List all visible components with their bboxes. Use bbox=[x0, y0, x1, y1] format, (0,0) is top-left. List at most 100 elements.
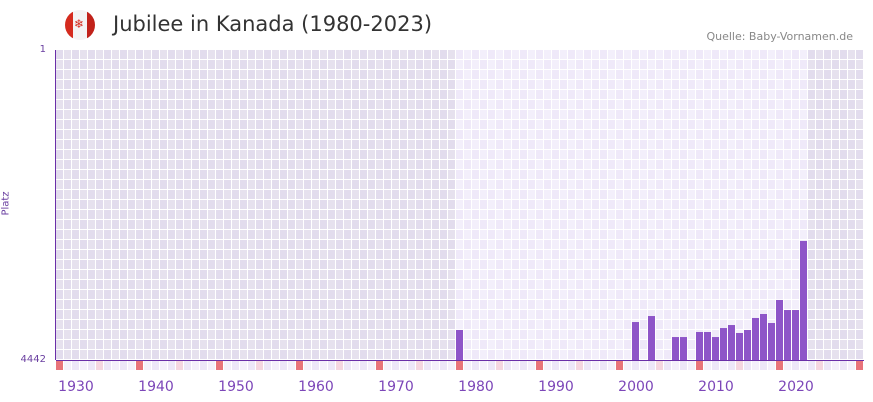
grid-cell bbox=[400, 270, 407, 279]
grid-cell bbox=[688, 130, 695, 139]
grid-cell bbox=[192, 200, 199, 209]
grid-cell bbox=[768, 100, 775, 109]
grid-cell bbox=[680, 280, 687, 289]
grid-cell bbox=[432, 110, 439, 119]
grid-cell bbox=[80, 170, 87, 179]
grid-cell bbox=[64, 220, 71, 229]
year-marker bbox=[128, 361, 135, 370]
grid-cell bbox=[432, 70, 439, 79]
grid-cell bbox=[664, 170, 671, 179]
grid-cell bbox=[376, 80, 383, 89]
grid-cell bbox=[240, 70, 247, 79]
grid-cell bbox=[776, 240, 783, 249]
grid-cell bbox=[568, 220, 575, 229]
grid-cell bbox=[536, 80, 543, 89]
grid-cell bbox=[576, 100, 583, 109]
grid-cell bbox=[520, 260, 527, 269]
grid-cell bbox=[768, 90, 775, 99]
grid-cell bbox=[552, 120, 559, 129]
grid-cell bbox=[560, 300, 567, 309]
grid-cell bbox=[416, 320, 423, 329]
grid-cell bbox=[744, 220, 751, 229]
grid-cell bbox=[352, 300, 359, 309]
grid-cell bbox=[728, 100, 735, 109]
year-marker bbox=[832, 361, 839, 370]
grid-cell bbox=[344, 340, 351, 349]
grid-cell bbox=[128, 80, 135, 89]
year-marker bbox=[280, 361, 287, 370]
grid-cell bbox=[224, 90, 231, 99]
grid-cell bbox=[440, 260, 447, 269]
grid-cell bbox=[424, 290, 431, 299]
grid-cell bbox=[448, 180, 455, 189]
grid-cell bbox=[304, 170, 311, 179]
grid-cell bbox=[272, 60, 279, 69]
grid-cell bbox=[464, 220, 471, 229]
grid-cell bbox=[856, 150, 863, 159]
grid-cell bbox=[224, 290, 231, 299]
grid-cell bbox=[616, 110, 623, 119]
grid-cell bbox=[720, 70, 727, 79]
grid-cell bbox=[680, 240, 687, 249]
grid-cell bbox=[88, 170, 95, 179]
grid-cell bbox=[360, 100, 367, 109]
grid-cell bbox=[688, 260, 695, 269]
grid-cell bbox=[760, 280, 767, 289]
grid-cell bbox=[808, 200, 815, 209]
grid-cell bbox=[680, 80, 687, 89]
grid-cell bbox=[784, 100, 791, 109]
grid-cell bbox=[720, 190, 727, 199]
grid-cell bbox=[832, 350, 839, 359]
grid-cell bbox=[640, 250, 647, 259]
grid-cell bbox=[832, 280, 839, 289]
grid-cell bbox=[824, 120, 831, 129]
grid-cell bbox=[712, 160, 719, 169]
grid-cell bbox=[808, 230, 815, 239]
grid-cell bbox=[736, 50, 743, 59]
grid-cell bbox=[776, 50, 783, 59]
grid-cell bbox=[824, 190, 831, 199]
grid-cell bbox=[464, 180, 471, 189]
grid-cell bbox=[328, 270, 335, 279]
grid-cell bbox=[704, 120, 711, 129]
grid-cell bbox=[208, 150, 215, 159]
grid-cell bbox=[440, 70, 447, 79]
grid-cell bbox=[616, 80, 623, 89]
grid-cell bbox=[648, 100, 655, 109]
grid-cell bbox=[472, 180, 479, 189]
grid-cell bbox=[296, 170, 303, 179]
grid-cell bbox=[792, 120, 799, 129]
grid-cell bbox=[208, 340, 215, 349]
grid-cell bbox=[496, 260, 503, 269]
grid-cell bbox=[208, 100, 215, 109]
grid-cell bbox=[840, 150, 847, 159]
grid-cell bbox=[560, 130, 567, 139]
grid-cell bbox=[160, 100, 167, 109]
grid-cell bbox=[544, 250, 551, 259]
source-link[interactable]: Quelle: Baby-Vornamen.de bbox=[706, 30, 853, 43]
grid-cell bbox=[352, 250, 359, 259]
grid-cell bbox=[144, 350, 151, 359]
grid-cell bbox=[256, 110, 263, 119]
grid-cell bbox=[768, 270, 775, 279]
grid-cell bbox=[72, 160, 79, 169]
grid-cell bbox=[216, 310, 223, 319]
grid-cell bbox=[272, 230, 279, 239]
grid-cell bbox=[176, 100, 183, 109]
grid-cell bbox=[560, 230, 567, 239]
grid-cell bbox=[536, 70, 543, 79]
grid-cell bbox=[328, 70, 335, 79]
grid-cell bbox=[600, 140, 607, 149]
grid-cell bbox=[440, 170, 447, 179]
year-marker bbox=[536, 361, 543, 370]
grid-cell bbox=[600, 170, 607, 179]
grid-cell bbox=[520, 140, 527, 149]
grid-cell bbox=[632, 60, 639, 69]
grid-cell bbox=[696, 270, 703, 279]
grid-cell bbox=[176, 160, 183, 169]
grid-cell bbox=[800, 180, 807, 189]
grid-cell bbox=[368, 70, 375, 79]
grid-cell bbox=[624, 280, 631, 289]
grid-cell bbox=[336, 120, 343, 129]
grid-cell bbox=[688, 210, 695, 219]
